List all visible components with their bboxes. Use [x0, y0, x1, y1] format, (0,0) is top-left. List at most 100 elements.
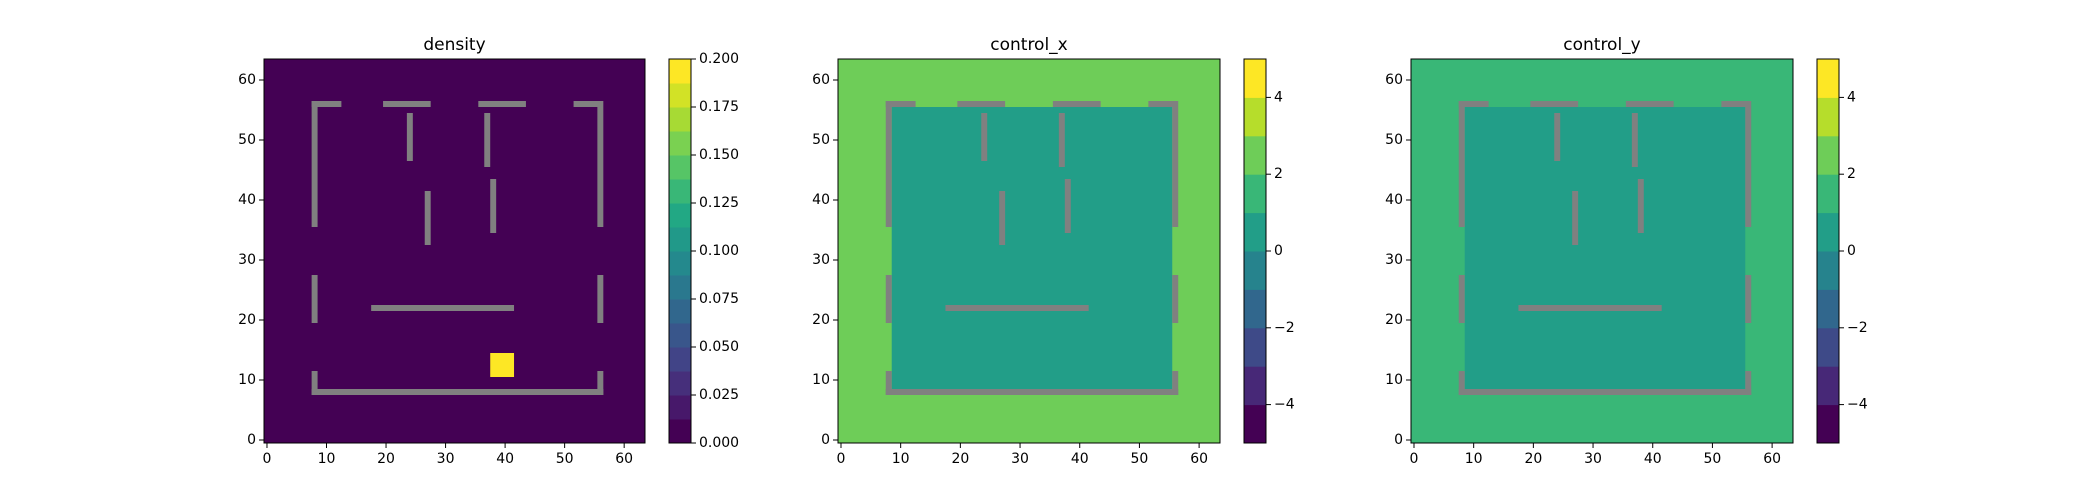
wall: [1172, 371, 1179, 395]
colorbar-tick-label: 2: [1274, 166, 1283, 182]
colorbar-band: [1817, 404, 1839, 444]
x-tick-label: 50: [556, 451, 574, 467]
y-tick-label: 20: [238, 312, 256, 328]
wall: [597, 107, 604, 227]
wall: [1064, 179, 1071, 233]
heatmap-region: [264, 59, 645, 443]
y-tick-label: 10: [812, 372, 830, 388]
wall: [885, 275, 892, 323]
colorbar-tick-label: 0.200: [699, 51, 739, 67]
colorbar-band: [669, 347, 691, 372]
colorbar-band: [1817, 135, 1839, 175]
wall: [1637, 179, 1644, 233]
colorbar-tick-label: 2: [1847, 166, 1856, 182]
wall: [1530, 101, 1579, 107]
colorbar-band: [669, 419, 691, 444]
y-tick-label: 0: [247, 432, 256, 448]
colorbar-tick-label: 4: [1847, 89, 1856, 105]
wall: [1172, 275, 1179, 323]
x-tick-label: 40: [1071, 451, 1089, 467]
chart-title: control_y: [1563, 35, 1641, 55]
colorbar-tick-label: −4: [1847, 397, 1868, 413]
colorbar-tick-label: 0: [1847, 243, 1856, 259]
colorbar-tick-label: −4: [1274, 397, 1295, 413]
y-tick-label: 60: [812, 72, 830, 88]
colorbar-tick-label: 0.150: [699, 147, 739, 163]
wall: [311, 275, 318, 323]
wall: [311, 371, 318, 395]
wall: [573, 101, 604, 107]
y-tick-label: 50: [812, 132, 830, 148]
x-tick-label: 50: [1131, 451, 1149, 467]
y-tick-label: 10: [238, 372, 256, 388]
x-tick-label: 10: [318, 451, 336, 467]
colorbar-tick-label: 0.075: [699, 291, 739, 307]
x-tick-label: 60: [615, 451, 633, 467]
x-tick-label: 30: [437, 451, 455, 467]
colorbar-band: [669, 179, 691, 204]
y-tick-label: 40: [238, 192, 256, 208]
wall: [885, 371, 892, 395]
wall: [957, 101, 1006, 107]
wall: [885, 101, 916, 107]
wall: [1572, 191, 1579, 245]
colorbar-tick-label: 0.100: [699, 243, 739, 259]
heatmap-region: [1464, 107, 1746, 389]
axes-frame: [1410, 58, 1794, 444]
wall: [1458, 371, 1465, 395]
colorbar-band: [1244, 212, 1266, 252]
x-tick-label: 10: [892, 451, 910, 467]
wall: [885, 101, 892, 227]
colorbar-tick-label: 4: [1274, 89, 1283, 105]
wall: [1058, 113, 1065, 167]
wall: [1458, 101, 1465, 227]
colorbar-tick-label: 0.050: [699, 339, 739, 355]
wall: [311, 101, 342, 107]
x-tick-label: 40: [496, 451, 514, 467]
y-tick-label: 50: [1385, 132, 1403, 148]
colorbar-band: [1817, 97, 1839, 137]
wall: [1052, 101, 1101, 107]
wall: [1721, 101, 1752, 107]
wall: [478, 101, 526, 107]
colorbar-band: [669, 275, 691, 300]
wall: [885, 389, 1179, 395]
colorbar-band: [1244, 251, 1266, 290]
wall: [945, 305, 1089, 311]
wall: [406, 113, 413, 161]
colorbar-band: [1817, 366, 1839, 406]
wall: [1458, 275, 1465, 323]
colorbar-band: [1817, 327, 1839, 367]
y-tick-label: 60: [238, 72, 256, 88]
wall: [311, 101, 318, 227]
x-tick-label: 60: [1763, 451, 1781, 467]
y-tick-label: 40: [812, 192, 830, 208]
colorbar-band: [669, 107, 691, 132]
colorbar-tick-label: 0.175: [699, 99, 739, 115]
colorbar-tick-label: 0.025: [699, 387, 739, 403]
y-tick-label: 30: [238, 252, 256, 268]
colorbar-band: [1244, 404, 1266, 444]
colorbar-tick-label: 0.000: [699, 435, 739, 451]
x-tick-label: 30: [1011, 451, 1029, 467]
colorbar-band: [669, 131, 691, 156]
colorbar-band: [1817, 174, 1839, 214]
colorbar-band: [1817, 251, 1839, 290]
heatmap-region: [891, 107, 1173, 389]
colorbar-band: [1244, 366, 1266, 406]
colorbar-band: [669, 203, 691, 228]
axes-frame: [263, 58, 646, 444]
x-tick-label: 0: [263, 451, 272, 467]
colorbar-band: [1244, 97, 1266, 137]
wall: [1172, 107, 1179, 227]
y-tick-label: 30: [812, 252, 830, 268]
wall: [1458, 101, 1489, 107]
wall: [1625, 101, 1674, 107]
chart-title: control_x: [990, 35, 1068, 55]
colorbar-band: [1244, 174, 1266, 214]
colorbar-band: [1244, 327, 1266, 367]
colorbar-tick-label: −2: [1847, 320, 1868, 336]
colorbar-band: [1817, 289, 1839, 329]
y-tick-label: 20: [1385, 312, 1403, 328]
